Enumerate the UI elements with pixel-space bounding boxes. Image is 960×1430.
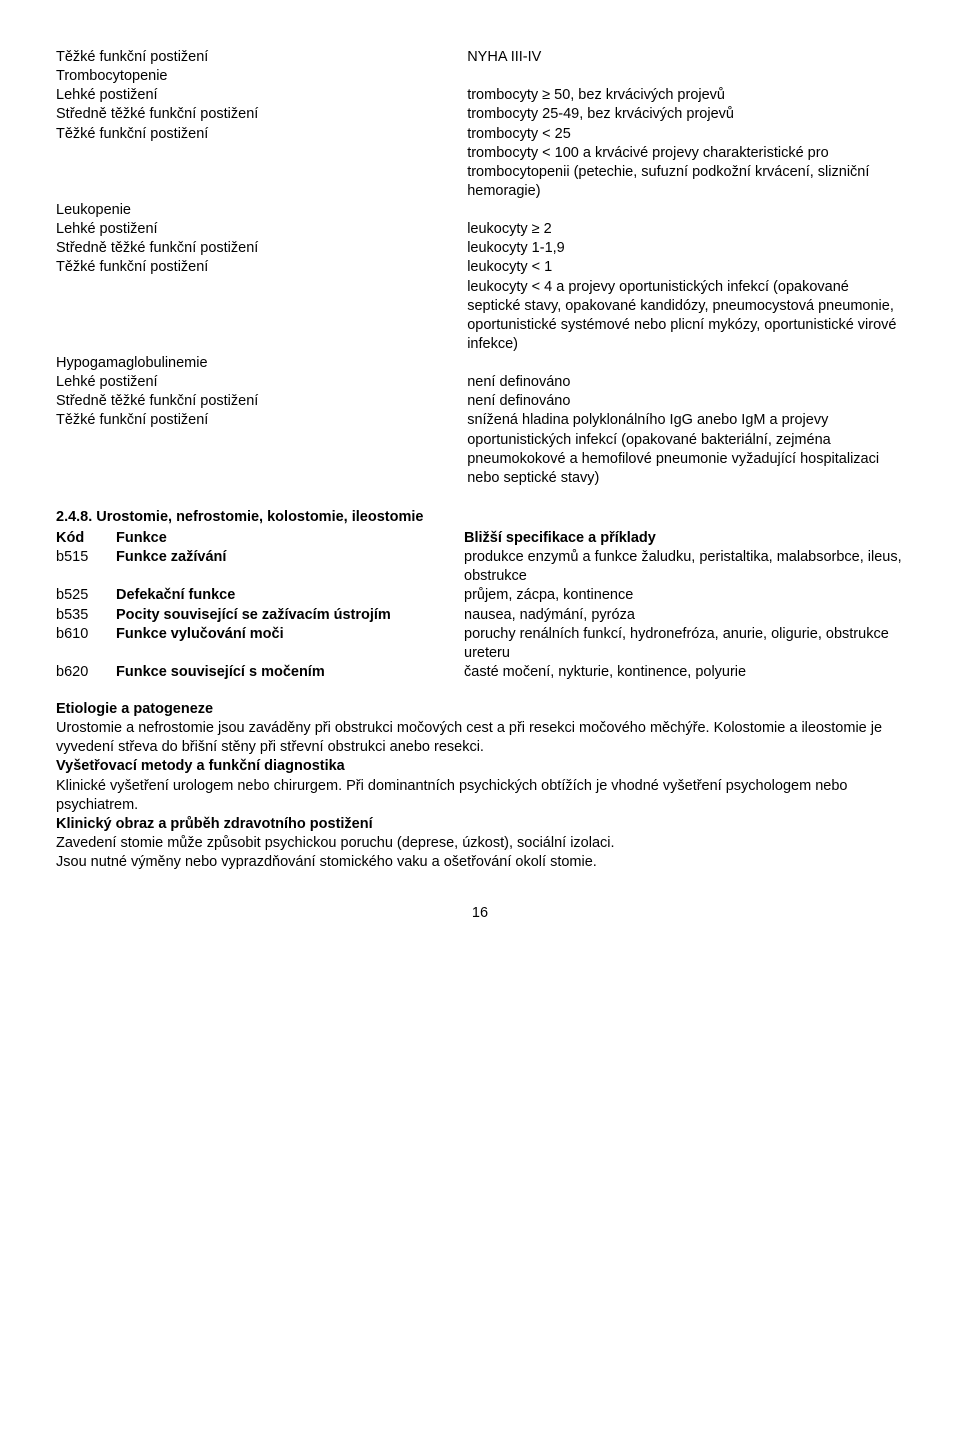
header-desc: Bližší specifikace a příklady <box>464 529 904 548</box>
cell-code: b610 <box>56 625 116 663</box>
codes-table: Kód Funkce Bližší specifikace a příklady… <box>56 529 904 682</box>
def-row: Středně těžké funkční postižení není def… <box>56 392 904 411</box>
def-left: Těžké funkční postižení <box>56 258 467 277</box>
cell-desc: poruchy renálních funkcí, hydronefróza, … <box>464 625 904 663</box>
methods-heading: Vyšetřovací metody a funkční diagnostika <box>56 757 904 776</box>
cell-func: Funkce související s močením <box>116 663 464 682</box>
def-right: trombocyty ≥ 50, bez krvácivých projevů <box>467 86 904 105</box>
def-left: Středně těžké funkční postižení <box>56 239 467 258</box>
cell-code: b515 <box>56 548 116 586</box>
def-right: leukocyty < 1 <box>467 258 904 277</box>
def-row: leukocyty < 4 a projevy oportunistických… <box>56 278 904 355</box>
def-left: Lehké postižení <box>56 373 467 392</box>
def-row: Těžké funkční postižení snížená hladina … <box>56 411 904 488</box>
cell-desc: časté močení, nykturie, kontinence, poly… <box>464 663 904 682</box>
def-row: Středně těžké funkční postižení leukocyt… <box>56 239 904 258</box>
def-left: Lehké postižení <box>56 86 467 105</box>
def-left: Těžké funkční postižení <box>56 48 467 67</box>
header-code: Kód <box>56 529 116 548</box>
def-row: Leukopenie <box>56 201 904 220</box>
def-row: trombocyty < 100 a krvácivé projevy char… <box>56 144 904 201</box>
etiology-text: Urostomie a nefrostomie jsou zaváděny př… <box>56 719 904 757</box>
def-right <box>467 354 904 373</box>
cell-code: b620 <box>56 663 116 682</box>
methods-text: Klinické vyšetření urologem nebo chirurg… <box>56 777 904 815</box>
table-row: b535 Pocity související se zažívacím úst… <box>56 606 904 625</box>
def-left: Středně těžké funkční postižení <box>56 392 467 411</box>
def-right: leukocyty 1-1,9 <box>467 239 904 258</box>
clinical-heading: Klinický obraz a průběh zdravotního post… <box>56 815 904 834</box>
cell-func: Pocity související se zažívacím ústrojím <box>116 606 464 625</box>
def-left: Těžké funkční postižení <box>56 411 467 488</box>
table-row: b610 Funkce vylučování moči poruchy rená… <box>56 625 904 663</box>
def-left: Lehké postižení <box>56 220 467 239</box>
methods-section: Vyšetřovací metody a funkční diagnostika… <box>56 757 904 814</box>
def-right: není definováno <box>467 392 904 411</box>
def-right: není definováno <box>467 373 904 392</box>
def-right: leukocyty < 4 a projevy oportunistických… <box>467 278 904 355</box>
def-left <box>56 144 467 201</box>
cell-desc: produkce enzymů a funkce žaludku, perist… <box>464 548 904 586</box>
def-row: Lehké postižení není definováno <box>56 373 904 392</box>
clinical-section: Klinický obraz a průběh zdravotního post… <box>56 815 904 872</box>
def-row: Lehké postižení trombocyty ≥ 50, bez krv… <box>56 86 904 105</box>
table-row: b515 Funkce zažívání produkce enzymů a f… <box>56 548 904 586</box>
def-row: Těžké funkční postižení leukocyty < 1 <box>56 258 904 277</box>
page-number: 16 <box>56 904 904 923</box>
clinical-text-1: Zavedení stomie může způsobit psychickou… <box>56 834 904 853</box>
def-right: trombocyty < 100 a krvácivé projevy char… <box>467 144 904 201</box>
cell-func: Funkce vylučování moči <box>116 625 464 663</box>
cell-code: b525 <box>56 586 116 605</box>
clinical-text-2: Jsou nutné výměny nebo vyprazdňování sto… <box>56 853 904 872</box>
section-heading: 2.4.8. Urostomie, nefrostomie, kolostomi… <box>56 508 904 527</box>
def-row: Hypogamaglobulinemie <box>56 354 904 373</box>
etiology-section: Etiologie a patogeneze Urostomie a nefro… <box>56 700 904 757</box>
cell-desc: průjem, zácpa, kontinence <box>464 586 904 605</box>
def-right <box>467 67 904 86</box>
cell-desc: nausea, nadýmání, pyróza <box>464 606 904 625</box>
definitions-block: Těžké funkční postižení NYHA III-IV Trom… <box>56 48 904 488</box>
header-func: Funkce <box>116 529 464 548</box>
cell-code: b535 <box>56 606 116 625</box>
def-right: NYHA III-IV <box>467 48 904 67</box>
etiology-heading: Etiologie a patogeneze <box>56 700 904 719</box>
cell-func: Funkce zažívání <box>116 548 464 586</box>
table-header: Kód Funkce Bližší specifikace a příklady <box>56 529 904 548</box>
def-row: Těžké funkční postižení trombocyty < 25 <box>56 125 904 144</box>
def-right: leukocyty ≥ 2 <box>467 220 904 239</box>
def-left: Středně těžké funkční postižení <box>56 105 467 124</box>
def-left: Hypogamaglobulinemie <box>56 354 467 373</box>
def-right: snížená hladina polyklonálního IgG anebo… <box>467 411 904 488</box>
def-right: trombocyty < 25 <box>467 125 904 144</box>
table-row: b525 Defekační funkce průjem, zácpa, kon… <box>56 586 904 605</box>
def-left: Těžké funkční postižení <box>56 125 467 144</box>
def-row: Lehké postižení leukocyty ≥ 2 <box>56 220 904 239</box>
def-left: Leukopenie <box>56 201 467 220</box>
def-right: trombocyty 25-49, bez krvácivých projevů <box>467 105 904 124</box>
def-row: Trombocytopenie <box>56 67 904 86</box>
table-row: b620 Funkce související s močením časté … <box>56 663 904 682</box>
def-left: Trombocytopenie <box>56 67 467 86</box>
def-row: Středně těžké funkční postižení trombocy… <box>56 105 904 124</box>
cell-func: Defekační funkce <box>116 586 464 605</box>
def-row: Těžké funkční postižení NYHA III-IV <box>56 48 904 67</box>
def-left <box>56 278 467 355</box>
def-right <box>467 201 904 220</box>
